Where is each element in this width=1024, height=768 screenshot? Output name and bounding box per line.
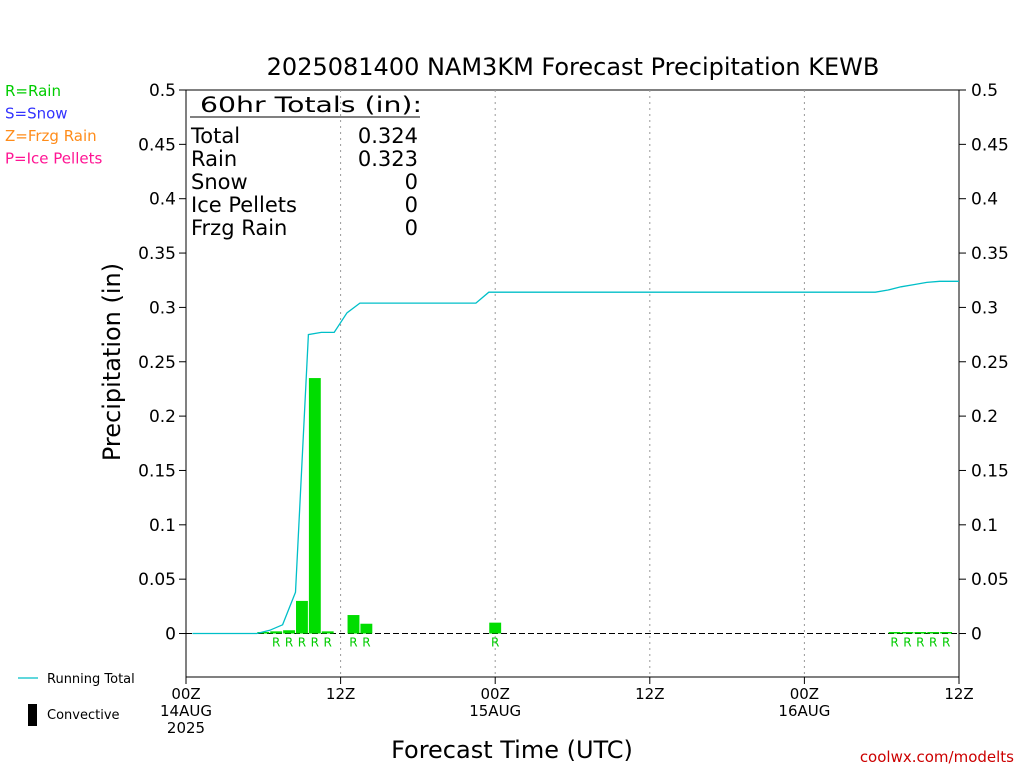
precip-bar [347,615,360,634]
y-axis-right: 0 0.05 0.1 0.15 0.2 0.25 0.3 0.35 0.4 0.45 0.5 [959,81,1009,645]
totals-row-label: Total [190,124,240,148]
precip-bar [360,623,373,634]
chart-title: 2025081400 NAM3KM Forecast Precipitation… [267,53,880,81]
y-tick-label: 0.45 [138,135,176,155]
totals-row-value: 0 [405,193,418,217]
precip-type-legend-item: S=Snow [5,105,68,123]
bottom-legend-label: Convective [47,708,120,723]
totals-row-label: Rain [191,147,237,171]
bottom-legend: Running Total Convective [18,672,135,726]
ptype-marker: R [491,636,499,650]
y-tick-label: 0.2 [149,407,176,427]
ptype-marker: R [311,636,319,650]
precip-type-legend-item: R=Rain [5,82,61,100]
running-total-line [192,280,959,635]
convective-swatch [28,704,37,726]
y-tick-label: 0.05 [138,570,176,590]
ptype-marker: R [324,636,332,650]
precip-bar [914,632,927,634]
precip-bar [888,632,901,634]
ptype-marker: R [298,636,306,650]
x-tick-label: 12Z [326,685,355,703]
y-tick-label: 0.4 [149,190,176,210]
totals-row-value: 0.324 [358,124,418,148]
y-tick-label: 0.3 [971,298,998,318]
x-tick-label: 15AUG [469,702,521,720]
totals-rows: Total 0.324 Rain 0.323 Snow 0 Ice Pellets 0 Frzg… [190,124,418,240]
y-tick-label: 0.45 [971,135,1009,155]
precip-bar [489,622,502,634]
y-tick-label: 0 [165,625,176,645]
ptype-marker: R [942,636,950,650]
y-tick-label: 0.35 [971,244,1009,264]
totals-row-label: Snow [191,170,248,194]
x-tick-label: 12Z [635,685,664,703]
ptype-marker: R [903,636,911,650]
y-tick-label: 0.25 [971,353,1009,373]
totals-box: 60hr Totals (in): Total 0.324 Rain 0.323 Sno… [190,93,422,240]
precip-bar [283,630,296,634]
x-tick-label: 2025 [167,719,205,737]
ptype-marker: R [929,636,937,650]
totals-row-label: Ice Pellets [191,193,297,217]
ptype-marker: R [285,636,293,650]
precip-type-legend-item: Z=Frzg Rain [5,127,97,145]
y-tick-label: 0.05 [971,570,1009,590]
precip-bar [308,378,321,634]
precip-type-legend: R=Rain S=Snow Z=Frzg Rain P=Ice Pellets [5,82,102,168]
ptype-marker: R [272,636,280,650]
x-tick-label: 00Z [790,685,819,703]
x-tick-label: 00Z [481,685,510,703]
totals-row-value: 0.323 [358,147,418,171]
totals-row-value: 0 [405,216,418,240]
precip-bar [901,632,914,634]
precip-bar [321,631,334,634]
ptype-marker: R [890,636,898,650]
y-tick-label: 0.15 [138,461,176,481]
totals-header: 60hr Totals (in): [200,93,422,117]
ptype-marker: R [362,636,370,650]
totals-row-label: Frzg Rain [191,216,287,240]
y-tick-label: 0.35 [138,244,176,264]
x-axis-title: Forecast Time (UTC) [391,736,633,764]
precip-bar [927,632,940,634]
x-tick-label: 14AUG [160,702,212,720]
y-axis-title: Precipitation (in) [98,263,126,461]
y-tick-label: 0.2 [971,407,998,427]
totals-row-value: 0 [405,170,418,194]
bottom-legend-label: Running Total [47,672,135,687]
y-axis-left: 0 0.05 0.1 0.15 0.2 0.25 0.3 0.35 0.4 0.45 0.5 [138,81,186,645]
y-tick-label: 0.4 [971,190,998,210]
y-tick-label: 0.3 [149,298,176,318]
grid-lines [340,90,805,677]
credit-text: coolwx.com/modelts [860,748,1014,766]
y-tick-label: 0.5 [971,81,998,101]
precip-bar [257,632,270,634]
y-tick-label: 0.1 [149,516,176,536]
y-tick-label: 0.15 [971,461,1009,481]
plot-frame [185,89,960,678]
ptype-marker: R [916,636,924,650]
bar-series [257,378,953,634]
x-tick-label: 12Z [944,685,973,703]
precip-bar [270,631,283,634]
y-tick-label: 0.5 [149,81,176,101]
ptype-marker: R [349,636,357,650]
y-tick-label: 0 [971,625,982,645]
y-tick-label: 0.25 [138,353,176,373]
precip-type-legend-item: P=Ice Pellets [5,150,102,168]
y-tick-label: 0.1 [971,516,998,536]
x-tick-label: 00Z [171,685,200,703]
precip-bar [296,600,308,634]
precip-bar [940,632,953,634]
x-tick-label: 16AUG [778,702,830,720]
